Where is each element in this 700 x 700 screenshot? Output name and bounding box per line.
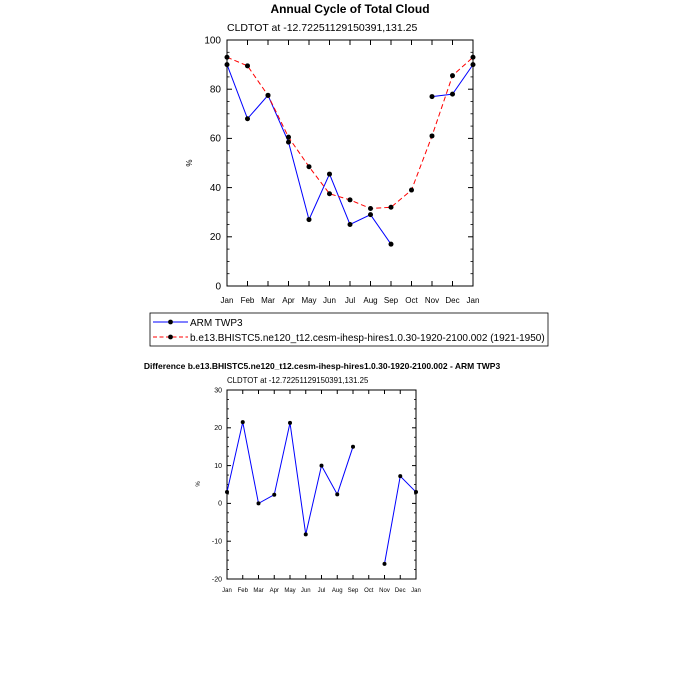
chart1-y-tick-label: 100 (204, 35, 221, 46)
chart2-series-0-point (382, 561, 387, 566)
chart2-y-tick-label: 20 (214, 425, 222, 432)
chart2-y-tick-label: -10 (212, 539, 222, 546)
chart2-y-tick-label: 0 (218, 501, 222, 508)
chart2-series-0-point (272, 492, 277, 497)
chart1-series-0-point (470, 62, 476, 68)
chart1-series-1-point (409, 187, 414, 193)
chart2-y-axis-label: % (196, 481, 202, 487)
chart1-y-tick-label: 20 (210, 232, 222, 243)
chart2-x-tick-label: Feb (238, 588, 249, 594)
chart1-series-0-point (224, 62, 230, 68)
chart1-x-tick-label: Nov (425, 296, 439, 305)
chart1-x-tick-label: Apr (282, 296, 295, 305)
chart1-x-tick-label: Jan (467, 296, 480, 305)
chart2-series-0-point (414, 490, 418, 495)
chart2-series-0-point (335, 492, 340, 497)
chart1-x-tick-label: May (301, 296, 316, 305)
chart2-y-tick-label: -20 (212, 576, 222, 583)
chart2-series-0-point (398, 474, 403, 479)
chart2-x-tick-label: Jan (411, 588, 421, 594)
chart2-series-0-point (303, 532, 308, 537)
chart2-series-0-point (240, 420, 245, 425)
chart1-x-tick-label: Dec (445, 296, 459, 305)
chart1-series-1-point (470, 54, 476, 60)
chart2-series-0-line (226, 422, 354, 535)
chart1-series-1-point (327, 191, 332, 197)
chart2-x-tick-label: May (284, 588, 295, 594)
chart2-y-tick-label: 10 (214, 463, 222, 470)
chart1-x-tick-label: Feb (241, 296, 255, 305)
chart1-x-tick-label: Sep (384, 296, 399, 305)
chart1-series-0-point (429, 94, 435, 100)
chart1-series-1-point (286, 134, 291, 140)
chart2-x-tick-label: Jul (318, 588, 326, 594)
chart2-y-tick-label: 30 (214, 387, 222, 394)
chart1-x-tick-label: Mar (261, 296, 275, 305)
chart1-x-tick-label: Jun (323, 296, 336, 305)
chart2-series-0-point (319, 463, 324, 468)
chart1-x-tick-label: Aug (363, 296, 377, 305)
chart2-series-0-point (225, 490, 229, 495)
chart2-series-0-point (256, 501, 261, 506)
chart1-series-1-point (265, 92, 271, 98)
chart1-subtitle: CLDTOT at -12.72251129150391,131.25 (227, 22, 417, 34)
chart1-y-tick-label: 60 (210, 134, 222, 145)
chart1-series-1-point (347, 197, 353, 203)
chart1-series-0-point (368, 212, 373, 218)
chart1-series-0-point (286, 139, 291, 145)
chart1-title: Annual Cycle of Total Cloud (270, 2, 429, 16)
chart1-series-1-point (388, 204, 394, 210)
chart1-y-tick-label: 40 (210, 183, 222, 194)
chart1-series-1-point (429, 133, 435, 139)
chart1-series-0-point (450, 91, 455, 97)
chart2-x-tick-label: Apr (270, 588, 279, 594)
legend-frame (149, 312, 549, 347)
chart1-legend: ARM TWP3 b.e13.BHISTC5.ne120_t12.cesm-ih… (149, 312, 549, 347)
chart2-x-tick-label: Jan (222, 588, 232, 594)
chart1-y-tick-label: 80 (210, 85, 222, 96)
chart2-series-0-point (288, 420, 292, 425)
legend-marker-model (168, 334, 173, 340)
chart2-x-tick-label: Jun (301, 588, 311, 594)
chart2-series-0-line (384, 475, 417, 564)
chart1-series-1-point (450, 73, 455, 79)
chart1-series-1-line (226, 56, 474, 210)
chart2-subtitle: CLDTOT at -12.72251129150391,131.25 (227, 376, 369, 385)
chart2-x-tick-label: Oct (364, 588, 374, 594)
chart1-series-0-point (306, 217, 312, 223)
chart1-series-1-point (306, 164, 312, 170)
chart1-series-1-point (245, 63, 250, 69)
chart2-x-tick-label: Dec (395, 588, 406, 594)
chart1-x-tick-label: Jul (345, 296, 355, 305)
chart1-x-tick-label: Oct (405, 296, 418, 305)
legend-label-model: b.e13.BHISTC5.ne120_t12.cesm-ihesp-hires… (190, 333, 545, 344)
chart1-y-axis-label: % (185, 159, 194, 166)
chart1-series-0-point (347, 222, 353, 227)
chart1-series-1-point (368, 206, 373, 212)
chart2-x-tick-label: Sep (348, 588, 359, 594)
chart2-title: Difference b.e13.BHISTC5.ne120_t12.cesm-… (144, 361, 501, 371)
chart1-series-0-point (245, 116, 250, 122)
legend-label-arm: ARM TWP3 (190, 318, 243, 329)
chart2-x-tick-label: Nov (379, 588, 390, 594)
chart2-series-0-point (351, 444, 355, 449)
chart1-x-tick-label: Jan (221, 296, 234, 305)
chart2-plot-frame (226, 389, 417, 580)
chart1-series-0-point (327, 171, 332, 177)
chart1-y-tick-label: 0 (215, 281, 221, 292)
chart1-series-0-point (388, 241, 394, 247)
chart2-x-tick-label: Aug (332, 588, 343, 594)
legend-marker-arm (168, 319, 173, 325)
chart2-x-tick-label: Mar (253, 588, 263, 594)
chart1-series-1-point (224, 54, 230, 60)
chart1-plot-frame (226, 39, 474, 287)
